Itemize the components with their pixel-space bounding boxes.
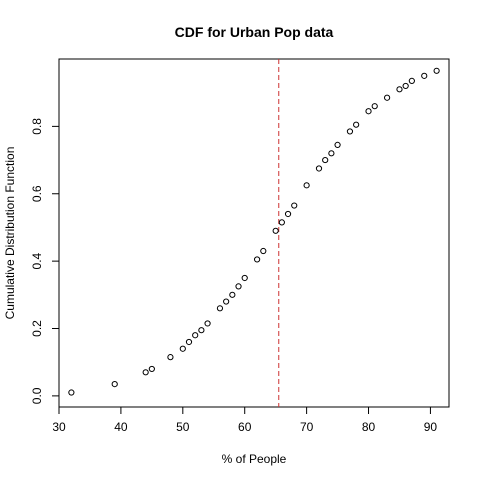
x-tick-label: 90 bbox=[424, 420, 438, 434]
data-point bbox=[353, 121, 360, 128]
data-point bbox=[315, 165, 323, 172]
data-point bbox=[142, 369, 149, 376]
x-tick-label: 30 bbox=[52, 420, 66, 434]
data-point bbox=[216, 305, 224, 312]
y-tick-label: 0.4 bbox=[30, 252, 44, 269]
data-point bbox=[148, 365, 155, 373]
y-tick-label: 0.8 bbox=[30, 118, 44, 135]
x-tick-label: 50 bbox=[176, 420, 190, 434]
data-point bbox=[111, 380, 118, 388]
data-point bbox=[167, 354, 174, 361]
data-point bbox=[383, 94, 391, 101]
data-point bbox=[235, 283, 242, 290]
y-axis: 0.0 0.2 0.4 0.6 0.8 bbox=[30, 118, 59, 404]
x-tick-label: 40 bbox=[114, 420, 128, 434]
data-point bbox=[322, 156, 329, 164]
data-point bbox=[421, 72, 428, 79]
y-tick-label: 0.0 bbox=[30, 387, 44, 404]
data-point bbox=[272, 227, 279, 234]
data-point bbox=[328, 150, 335, 157]
data-point bbox=[402, 82, 409, 90]
x-tick-label: 80 bbox=[362, 420, 376, 434]
data-point bbox=[204, 320, 211, 327]
data-point bbox=[278, 219, 285, 226]
data-point bbox=[253, 256, 261, 263]
data-point bbox=[198, 327, 205, 334]
data-point bbox=[179, 345, 186, 352]
data-point bbox=[241, 274, 248, 282]
data-point bbox=[260, 247, 267, 255]
x-axis: 30 40 50 60 70 80 90 bbox=[52, 407, 437, 434]
data-point bbox=[284, 210, 292, 218]
data-point bbox=[229, 291, 236, 298]
data-point bbox=[68, 389, 75, 396]
chart-title: CDF for Urban Pop data bbox=[175, 24, 334, 40]
y-tick-label: 0.6 bbox=[30, 185, 44, 202]
data-points bbox=[68, 67, 440, 396]
data-point bbox=[223, 298, 230, 305]
data-point bbox=[433, 67, 440, 74]
data-point bbox=[334, 141, 341, 149]
y-tick-label: 0.2 bbox=[30, 320, 44, 337]
data-point bbox=[192, 332, 199, 339]
data-point bbox=[371, 103, 378, 110]
x-axis-label: % of People bbox=[222, 452, 287, 466]
data-point bbox=[396, 86, 403, 93]
y-axis-label: Cumulative Distribution Function bbox=[3, 147, 17, 320]
data-point bbox=[291, 202, 298, 209]
data-point bbox=[303, 182, 310, 189]
data-point bbox=[346, 128, 354, 135]
x-tick-label: 70 bbox=[300, 420, 314, 434]
data-point bbox=[408, 77, 415, 84]
plot-frame bbox=[58, 58, 450, 408]
x-tick-label: 60 bbox=[238, 420, 252, 434]
data-point bbox=[365, 108, 372, 115]
data-point bbox=[185, 338, 193, 346]
